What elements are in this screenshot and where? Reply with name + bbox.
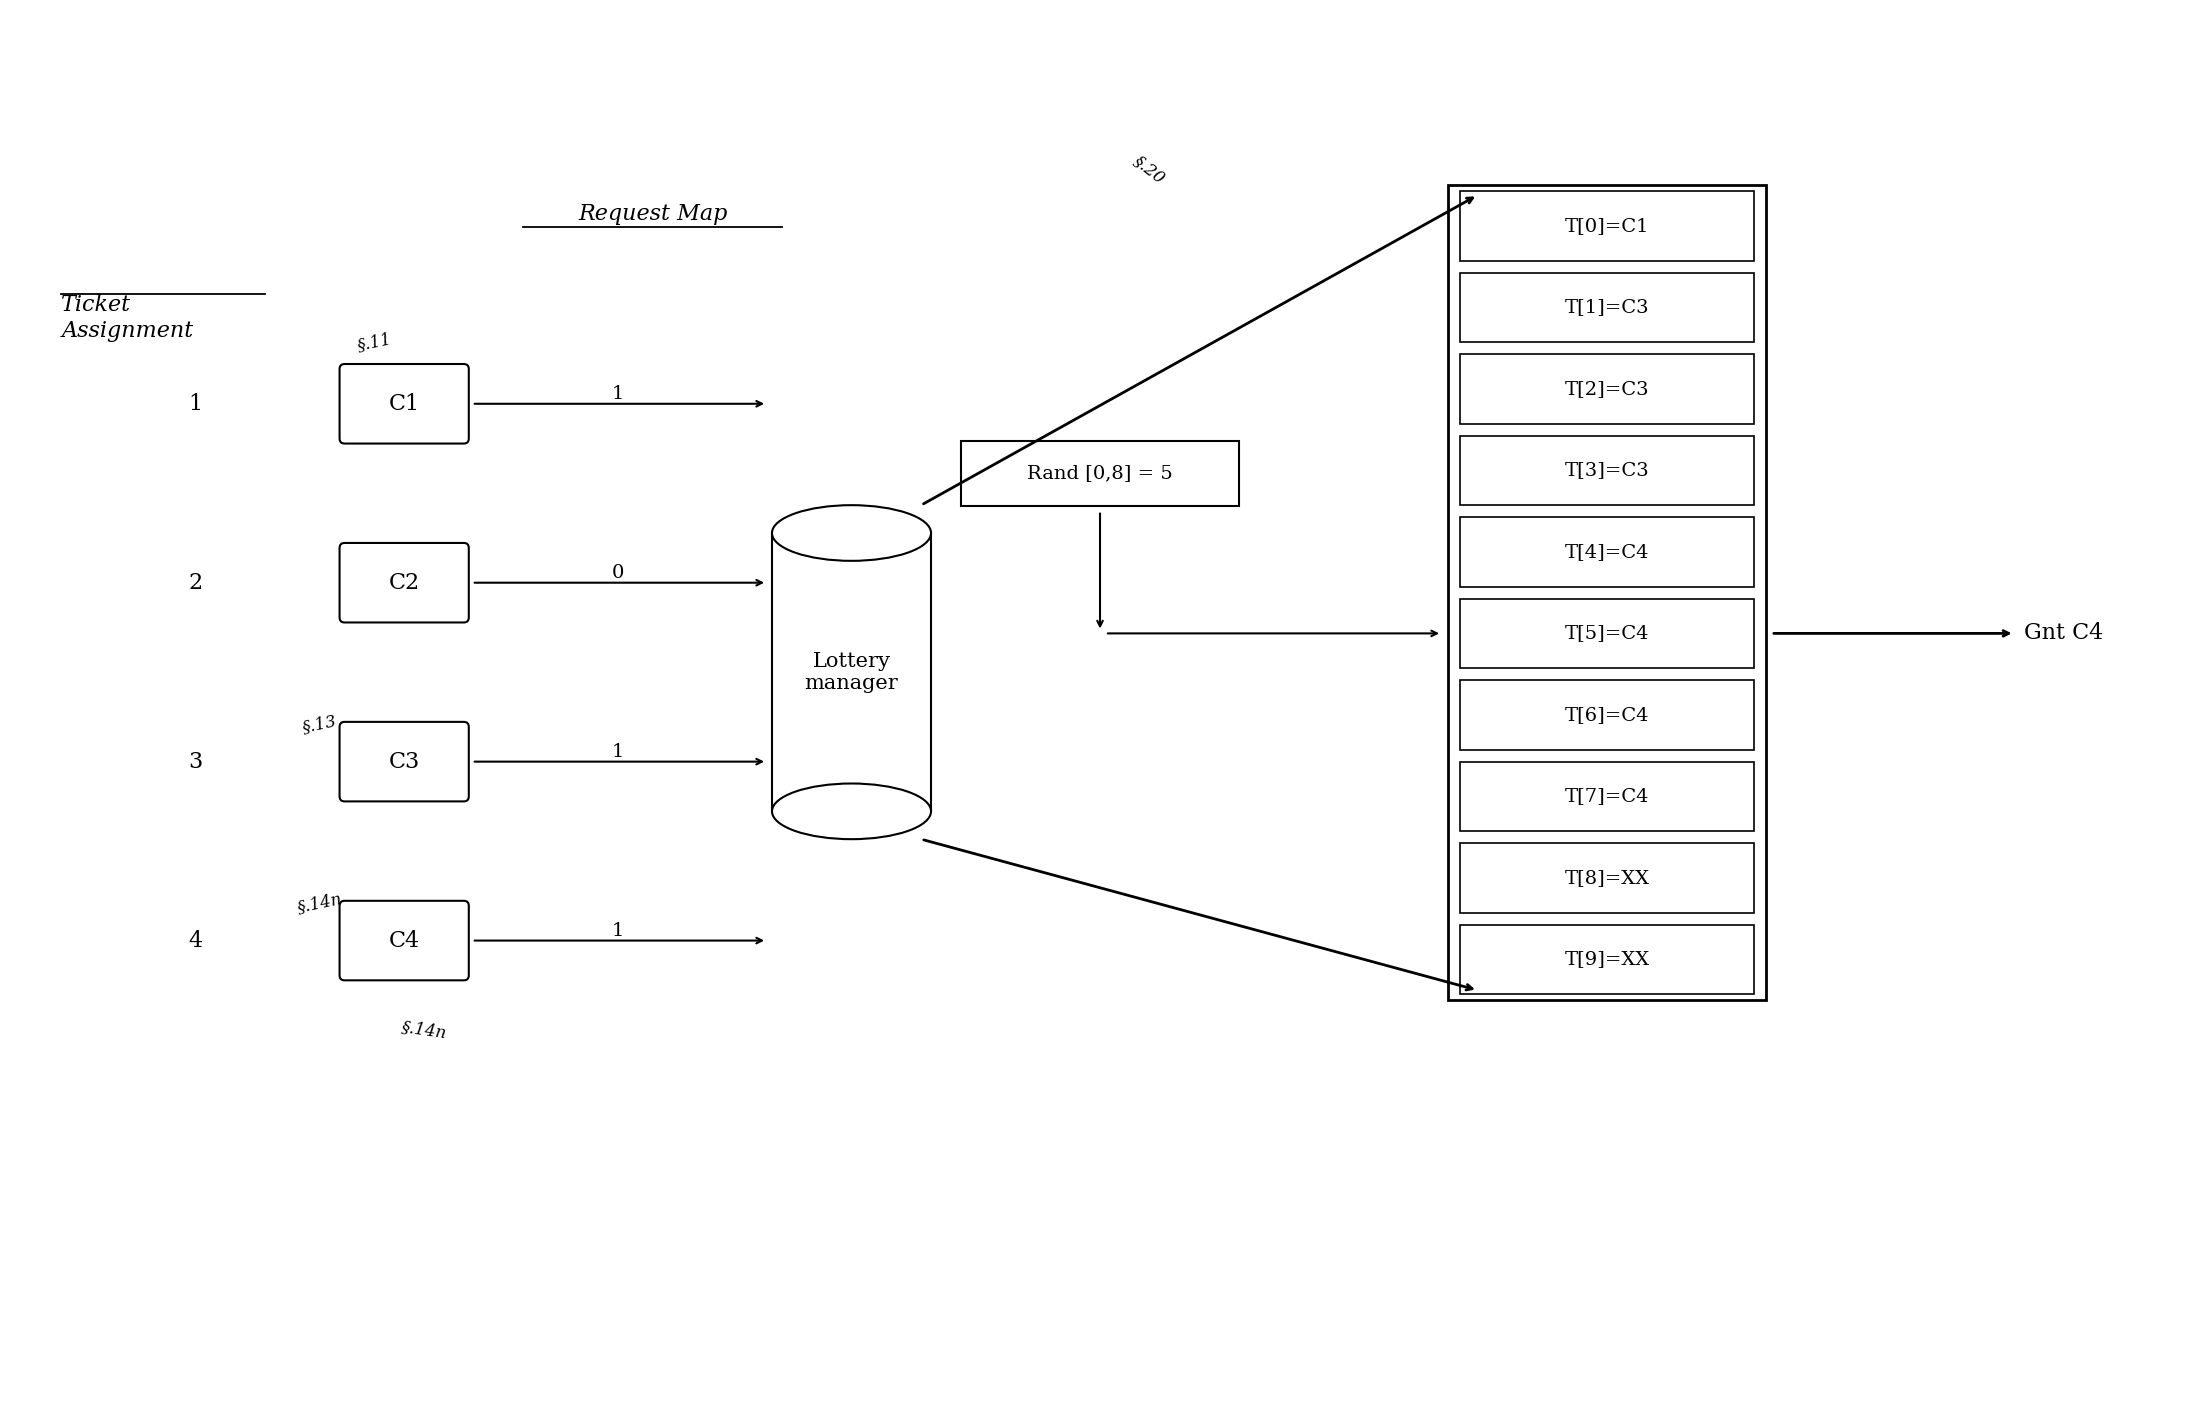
Text: C3: C3: [388, 750, 419, 773]
Text: T[8]=XX: T[8]=XX: [1564, 869, 1650, 887]
Bar: [1447, 185, 1767, 1000]
Text: Gnt C4: Gnt C4: [2025, 622, 2105, 645]
Text: 1: 1: [611, 743, 624, 761]
Text: §.13: §.13: [300, 712, 338, 736]
Bar: [962, 442, 1240, 506]
Text: T[1]=C3: T[1]=C3: [1564, 299, 1650, 317]
Text: 3: 3: [188, 750, 203, 773]
Text: §.11: §.11: [355, 331, 393, 355]
Text: 1: 1: [188, 393, 203, 415]
Bar: [1460, 517, 1754, 586]
Text: T[3]=C3: T[3]=C3: [1564, 461, 1650, 479]
Text: T[6]=C4: T[6]=C4: [1564, 707, 1650, 723]
Ellipse shape: [772, 784, 931, 840]
Bar: [772, 533, 931, 812]
Text: C1: C1: [388, 393, 419, 415]
Text: 2: 2: [188, 572, 203, 593]
Text: T[0]=C1: T[0]=C1: [1564, 217, 1650, 236]
Text: T[7]=C4: T[7]=C4: [1564, 788, 1650, 805]
Bar: [1460, 191, 1754, 261]
Text: §.20: §.20: [1132, 153, 1169, 188]
Text: T[2]=C3: T[2]=C3: [1564, 380, 1650, 398]
Text: Request Map: Request Map: [578, 203, 728, 224]
Text: 1: 1: [611, 384, 624, 402]
Bar: [1460, 843, 1754, 913]
Text: C4: C4: [388, 930, 419, 952]
Text: Lottery
manager: Lottery manager: [805, 652, 898, 693]
FancyBboxPatch shape: [340, 901, 470, 980]
FancyBboxPatch shape: [340, 543, 470, 622]
Text: C2: C2: [388, 572, 419, 593]
Bar: [1460, 599, 1754, 669]
Bar: [1460, 272, 1754, 342]
Text: T[4]=C4: T[4]=C4: [1564, 543, 1650, 561]
Bar: [1460, 436, 1754, 505]
Ellipse shape: [772, 505, 931, 561]
Text: §.14n: §.14n: [399, 1018, 448, 1042]
Text: §.14n: §.14n: [296, 890, 344, 916]
Text: T[5]=C4: T[5]=C4: [1564, 624, 1650, 642]
Bar: [1460, 680, 1754, 750]
FancyBboxPatch shape: [340, 722, 470, 802]
Text: 0: 0: [611, 564, 624, 582]
Text: Ticket
Assignment: Ticket Assignment: [62, 294, 194, 342]
Text: Rand [0,8] = 5: Rand [0,8] = 5: [1028, 464, 1174, 482]
Bar: [1460, 925, 1754, 994]
Bar: [1460, 761, 1754, 831]
Text: 1: 1: [611, 921, 624, 939]
Text: 4: 4: [188, 930, 203, 952]
Bar: [1460, 355, 1754, 423]
FancyBboxPatch shape: [340, 365, 470, 443]
Text: T[9]=XX: T[9]=XX: [1564, 951, 1650, 969]
